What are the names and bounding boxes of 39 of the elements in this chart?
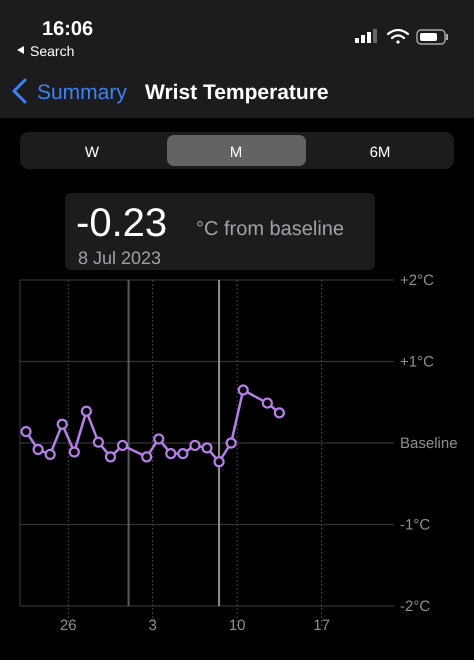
point: [226, 437, 237, 449]
text: -0.23: [76, 201, 168, 245]
y-tick-label: -1°C: [400, 516, 430, 534]
point: [201, 442, 213, 454]
text: 6M: [370, 144, 390, 161]
point: [238, 384, 249, 396]
point: [165, 448, 176, 460]
point: [153, 433, 164, 445]
point: [80, 406, 92, 417]
point: [177, 448, 188, 460]
point: [32, 444, 44, 456]
text: Search: [30, 43, 74, 59]
text: M: [230, 144, 242, 161]
y-tick-label: Baseline: [400, 435, 458, 452]
text: W: [84, 144, 100, 161]
text: 8 Jul 2023: [78, 248, 162, 268]
point: [116, 440, 128, 452]
x-tick-label: 10: [228, 617, 246, 634]
y-tick-label: +2°C: [400, 272, 434, 289]
y-tick-label: -2°C: [400, 598, 430, 615]
x-tick-label: 3: [148, 617, 157, 634]
point: [141, 451, 152, 462]
x-tick-label: 26: [60, 617, 77, 634]
chart-title: Wrist Temperature: [145, 81, 329, 104]
point: [20, 426, 32, 438]
point: [92, 436, 104, 448]
point: [104, 451, 116, 462]
point: [56, 418, 68, 430]
point: [189, 440, 201, 452]
text: °C from baseline: [196, 218, 344, 240]
y-tick-label: +1°C: [400, 354, 434, 370]
point: [262, 397, 273, 409]
point: [274, 407, 285, 418]
point: [44, 448, 56, 460]
point: [68, 446, 80, 458]
x-tick-label: 17: [313, 617, 330, 634]
text: 16:06: [42, 18, 94, 40]
point: [213, 456, 225, 468]
text: Summary: [37, 81, 128, 104]
